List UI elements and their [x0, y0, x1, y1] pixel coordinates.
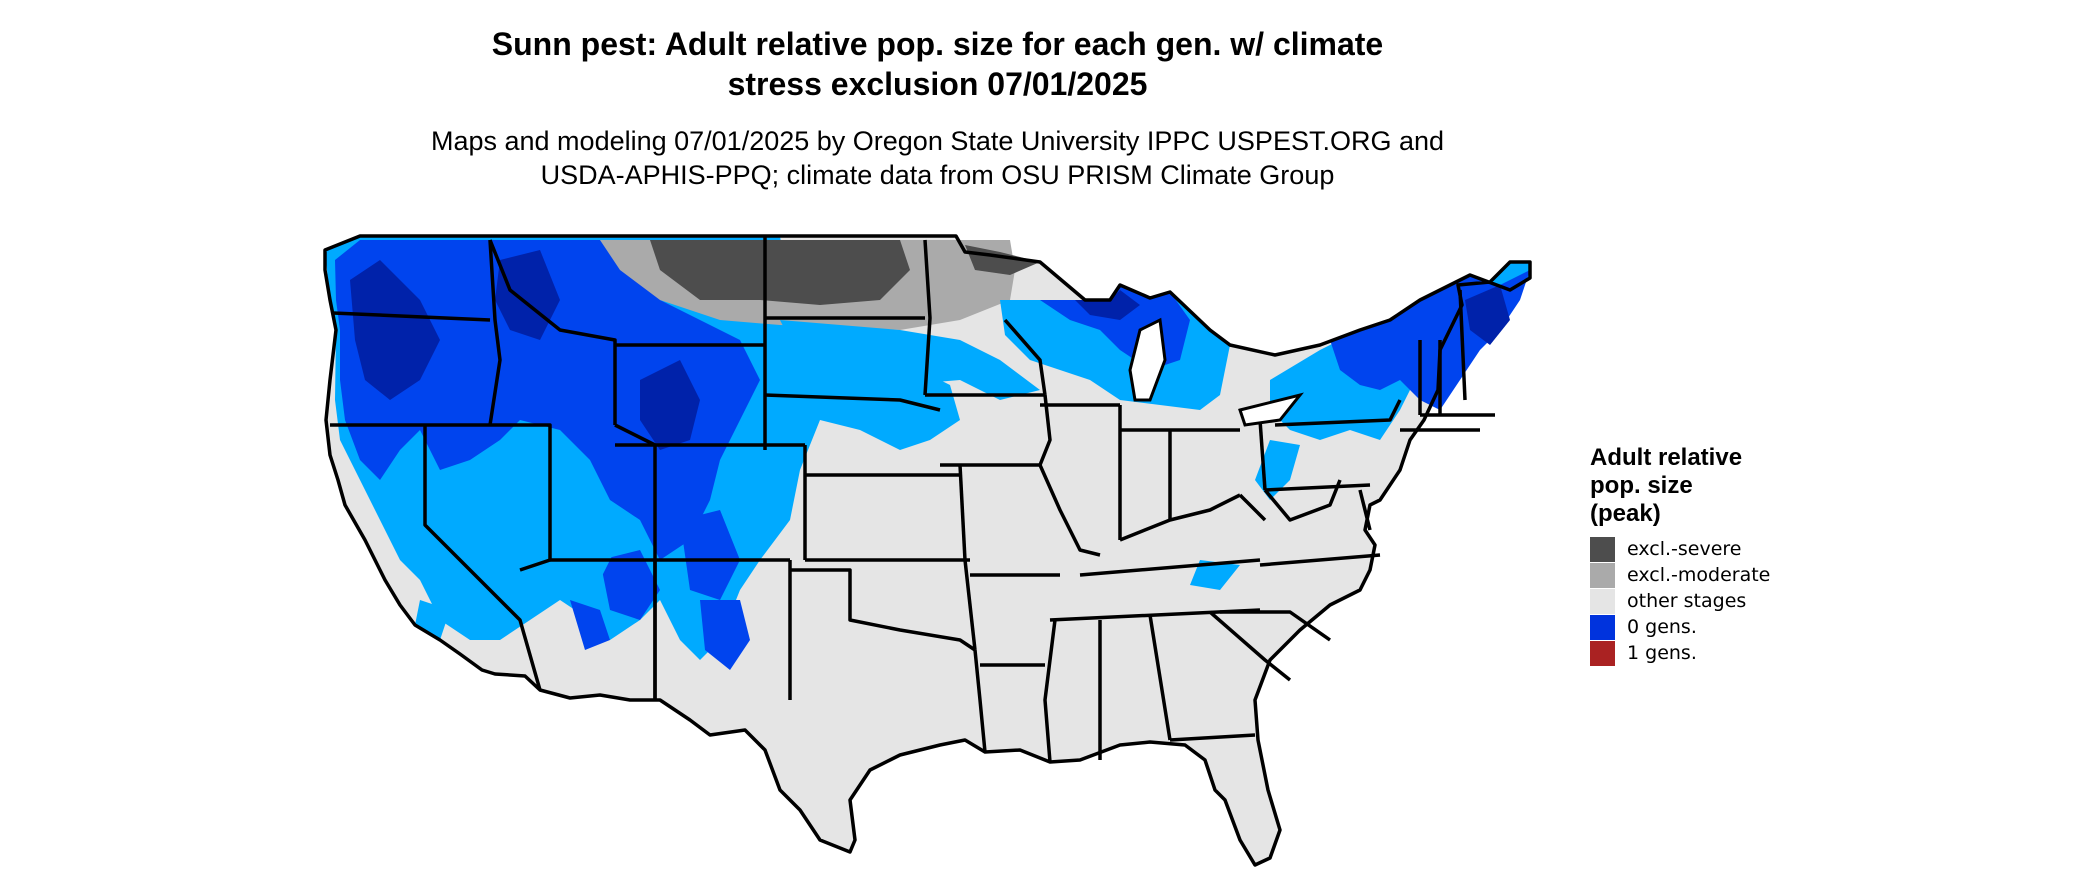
border-idaho-east: [488, 239, 617, 425]
border-nv-az: [519, 558, 551, 572]
legend-items: excl.-severe excl.-moderate other stages…: [1590, 536, 1810, 666]
border-ia-il: [1038, 394, 1052, 466]
map-title: Sunn pest: Adult relative pop. size for …: [0, 24, 1875, 104]
border-pa-ny: [1274, 399, 1402, 427]
border-dakotas-mn: [923, 239, 932, 396]
border-ky-tn: [1079, 558, 1261, 577]
zone-excl-severe-north: [650, 240, 1040, 305]
title-line-2: stress exclusion 07/01/2025: [727, 66, 1148, 102]
legend-item-excl-severe: excl.-severe: [1590, 536, 1810, 562]
legend-label: excl.-severe: [1627, 538, 1742, 560]
state-borders: [323, 234, 1532, 867]
border-tx-la: [973, 649, 987, 753]
border-ks-mo: [958, 464, 967, 561]
legend-title: Adult relative pop. size (peak): [1590, 444, 1810, 528]
border-ca-nv: [423, 425, 542, 691]
border-us-outline: [323, 234, 1532, 867]
title-line-1: Sunn pest: Adult relative pop. size for …: [491, 26, 1384, 62]
legend-swatch: [1590, 614, 1615, 640]
zone-northeast-dark: [1465, 285, 1510, 345]
border-ms-west: [1043, 619, 1057, 763]
border-sd-ne: [764, 393, 941, 412]
border-ut-wy: [614, 423, 656, 447]
legend-title-line-1: Adult relative: [1590, 444, 1743, 471]
legend-label: 1 gens.: [1627, 642, 1697, 664]
border-pa-south: [1264, 483, 1371, 492]
map-subtitle: Maps and modeling 07/01/2025 by Oregon S…: [0, 124, 1875, 192]
legend-label: 0 gens.: [1627, 616, 1697, 638]
subtitle-line-1: Maps and modeling 07/01/2025 by Oregon S…: [430, 126, 1445, 156]
legend: Adult relative pop. size (peak) excl.-se…: [1590, 444, 1810, 666]
zone-southwest-blue: [570, 510, 750, 670]
legend-item-1-gens: 1 gens.: [1590, 640, 1810, 666]
border-nc-sc: [1220, 610, 1332, 642]
border-oh-ky: [1119, 493, 1241, 542]
zone-west-dark: [350, 250, 700, 450]
border-ok-ar: [963, 559, 977, 651]
border-md-de: [1358, 489, 1372, 531]
border-idaho-west: [488, 239, 502, 426]
border-wv-va: [1263, 479, 1342, 522]
lake-erie: [1238, 392, 1304, 427]
border-ky-va: [1238, 493, 1267, 522]
border-nv-ut: [425, 423, 552, 560]
border-ga-sc: [1208, 610, 1292, 682]
subtitle-line-2: USDA-APHIS-PPQ; climate data from OSU PR…: [540, 160, 1335, 190]
border-ok-tx: [790, 568, 976, 652]
border-va-nc: [1259, 553, 1381, 567]
lake-michigan: [1128, 317, 1167, 402]
border-il-mo: [1038, 464, 1101, 557]
legend-item-0-gens: 0 gens.: [1590, 614, 1810, 640]
zone-appalachian-bright: [1190, 440, 1300, 590]
border-al-ga: [1148, 614, 1172, 741]
legend-swatch: [1590, 562, 1615, 588]
zone-plains-bright: [780, 320, 1040, 400]
zone-southwest-bright: [415, 520, 620, 640]
border-oh-pa: [1258, 419, 1267, 491]
legend-title-line-2: pop. size: [1590, 472, 1693, 499]
legend-label: excl.-moderate: [1627, 564, 1771, 586]
legend-swatch: [1590, 640, 1615, 666]
legend-swatch: [1590, 536, 1615, 562]
legend-label: other stages: [1627, 590, 1747, 612]
border-mn-wi: [1003, 318, 1047, 396]
border-nh-me: [1458, 289, 1467, 401]
border-wa-or: [332, 311, 491, 322]
legend-swatch: [1590, 588, 1615, 614]
border-ga-fl: [1169, 733, 1256, 742]
legend-item-other-stages: other stages: [1590, 588, 1810, 614]
zone-lakes-dark: [1075, 290, 1140, 320]
legend-item-excl-moderate: excl.-moderate: [1590, 562, 1810, 588]
legend-title-line-3: (peak): [1590, 500, 1661, 527]
